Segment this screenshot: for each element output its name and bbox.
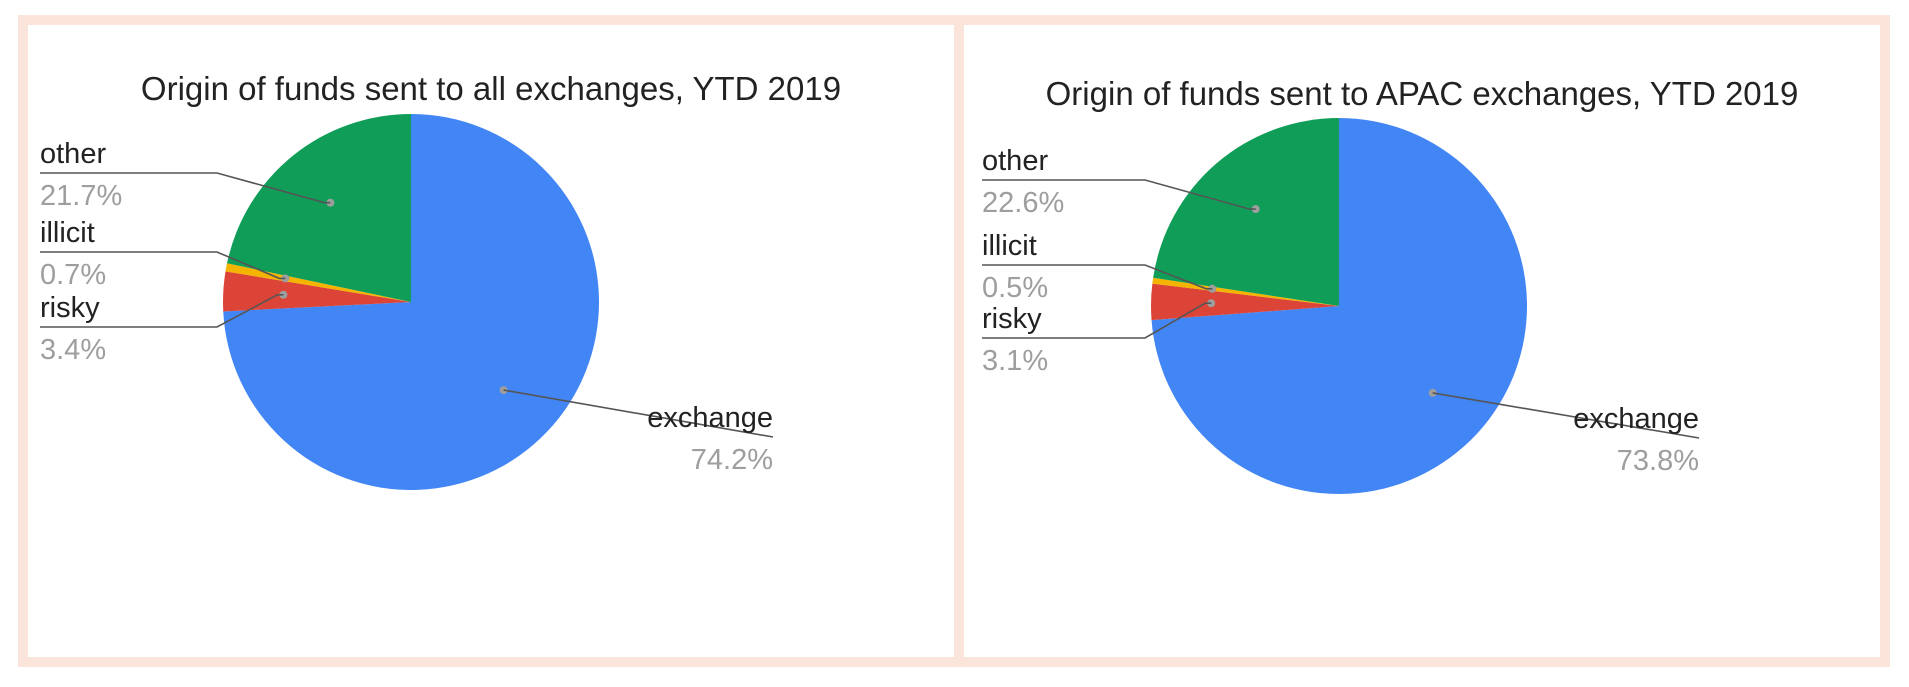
- chart-title: Origin of funds sent to APAC exchanges, …: [1046, 75, 1799, 112]
- slice-label-other: other: [982, 145, 1048, 177]
- slice-percent-illicit: 0.7%: [40, 259, 106, 291]
- leader-line-risky: [40, 294, 284, 328]
- pie-slice-exchange: [223, 114, 600, 490]
- pie-slice-risky: [223, 271, 411, 312]
- leader-line-other: [40, 172, 331, 204]
- pie-slice-risky: [1150, 283, 1339, 321]
- slice-percent-exchange: 73.8%: [1617, 445, 1699, 477]
- slice-percent-risky: 3.4%: [40, 334, 106, 366]
- slice-percent-other: 22.6%: [982, 187, 1064, 219]
- leader-line-exchange: [1432, 392, 1700, 439]
- slice-percent-other: 21.7%: [40, 180, 122, 212]
- leader-line-risky: [982, 302, 1212, 339]
- slice-label-exchange: exchange: [1573, 403, 1699, 435]
- leader-line-exchange: [503, 389, 774, 438]
- pie-slice-other: [1153, 117, 1339, 306]
- slice-label-illicit: illicit: [982, 230, 1037, 262]
- leader-line-illicit: [40, 251, 286, 280]
- pie-slice-other: [227, 114, 411, 302]
- slice-label-other: other: [40, 138, 106, 170]
- pie-chart-all-exchanges: Origin of funds sent to all exchanges, Y…: [40, 70, 841, 490]
- chart-panel-apac-exchanges: Origin of funds sent to APAC exchanges, …: [964, 25, 1880, 657]
- pie-chart-apac-exchanges: Origin of funds sent to APAC exchanges, …: [982, 75, 1799, 494]
- chart-frame: Origin of funds sent to all exchanges, Y…: [18, 15, 1890, 667]
- chart-title: Origin of funds sent to all exchanges, Y…: [141, 70, 841, 107]
- slice-label-risky: risky: [40, 292, 100, 324]
- slice-percent-illicit: 0.5%: [982, 272, 1048, 304]
- pie-slice-illicit: [225, 263, 411, 302]
- leader-dot-exchange: [1428, 388, 1437, 397]
- slice-percent-risky: 3.1%: [982, 345, 1048, 377]
- slice-label-illicit: illicit: [40, 217, 95, 249]
- slice-percent-exchange: 74.2%: [691, 444, 773, 476]
- pie-slice-exchange: [1151, 118, 1527, 494]
- leader-line-other: [982, 179, 1256, 210]
- leader-line-illicit: [982, 264, 1213, 290]
- slice-label-exchange: exchange: [647, 402, 773, 434]
- slice-label-risky: risky: [982, 303, 1042, 335]
- chart-panel-all-exchanges: Origin of funds sent to all exchanges, Y…: [28, 25, 954, 657]
- pie-slice-illicit: [1152, 277, 1339, 306]
- leader-dot-illicit: [1208, 284, 1217, 293]
